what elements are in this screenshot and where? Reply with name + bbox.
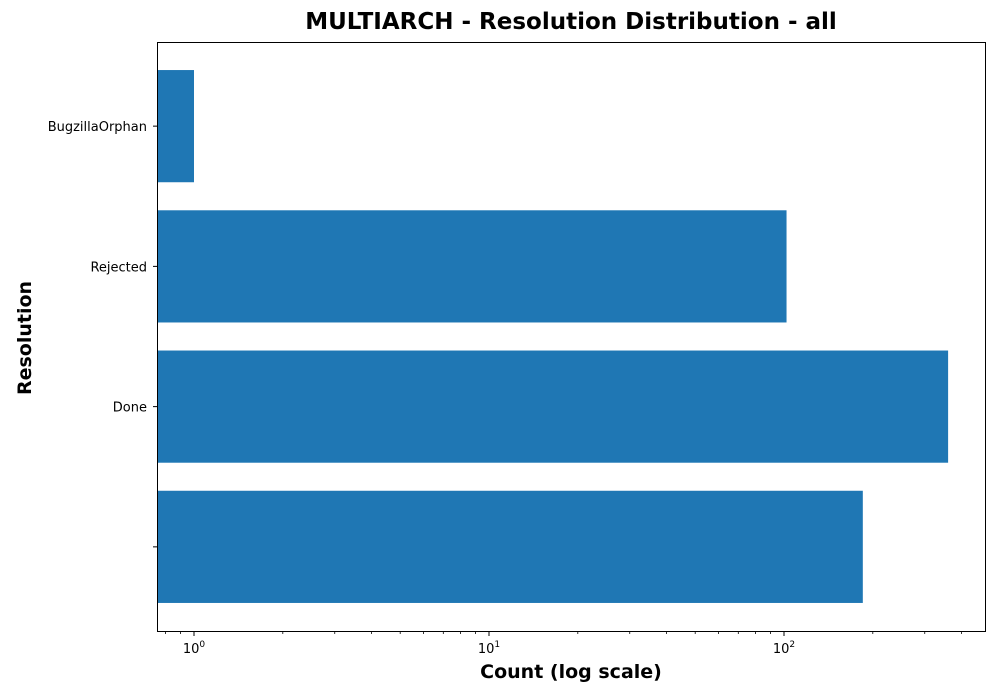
bars-group xyxy=(157,70,949,603)
bar-rejected xyxy=(157,210,787,323)
bar-bugzillaorphan xyxy=(157,70,194,183)
chart-title: MULTIARCH - Resolution Distribution - al… xyxy=(305,9,837,35)
y-tick-label: Done xyxy=(113,401,147,416)
x-tick-label: 102 xyxy=(773,640,795,657)
plot-frame xyxy=(157,42,986,632)
x-ticks-group: 100 101 102 xyxy=(165,631,963,657)
bar-done xyxy=(157,350,949,463)
x-tick-label: 101 xyxy=(478,640,500,657)
x-axis-label: Count (log scale) xyxy=(480,661,662,683)
y-tick-label: BugzillaOrphan xyxy=(48,120,147,135)
y-tick-label: Rejected xyxy=(90,260,147,275)
y-ticks-group: BugzillaOrphan Rejected Done xyxy=(48,120,157,548)
bar-unnamed xyxy=(157,490,863,603)
x-tick-label: 100 xyxy=(183,640,206,657)
